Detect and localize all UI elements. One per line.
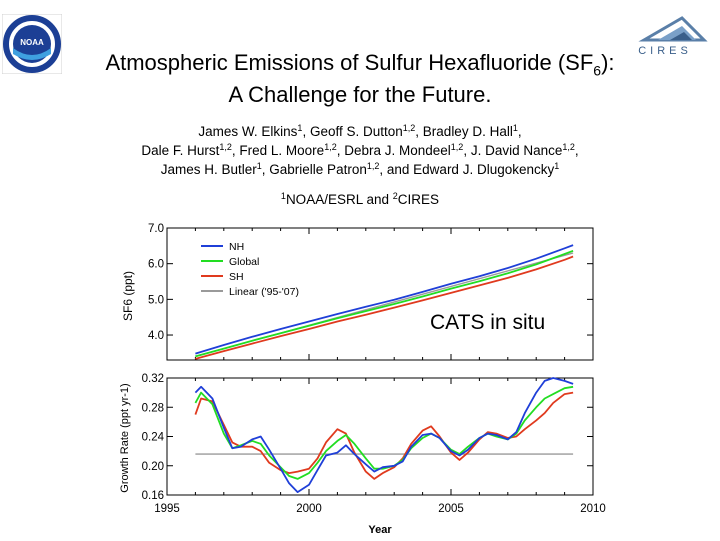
x-tick-label: 1995 — [154, 503, 180, 515]
author-name: J. David Nance — [470, 143, 563, 158]
x-axis-label: Year — [368, 524, 392, 536]
title-text: Atmospheric Emissions of Sulfur Hexafluo… — [105, 50, 594, 75]
author-affiliation: 1 — [554, 161, 560, 171]
top-series-nh-line — [195, 244, 574, 355]
author-affiliation: 1,2 — [450, 142, 464, 152]
author-name: James H. Butler — [160, 162, 257, 177]
bottom-y-tick-label: 0.24 — [142, 432, 165, 444]
top-y-tick-label: 7.0 — [148, 223, 164, 235]
bottom-panel-frame — [166, 377, 594, 496]
top-y-tick-label: 5.0 — [148, 294, 164, 306]
bottom-panel-y-ticks: 0.16 0.20 0.24 0.28 0.32 — [142, 373, 593, 502]
title-subscript: 6 — [593, 62, 602, 79]
author-affiliation: 1,2 — [562, 142, 575, 152]
cires-logo: CIRES — [638, 16, 708, 57]
page-subtitle: A Challenge for the Future. — [228, 82, 492, 107]
bottom-y-tick-label: 0.28 — [142, 402, 164, 414]
bottom-y-tick-label: 0.20 — [142, 461, 164, 473]
top-panel-frame — [166, 227, 594, 361]
and-word: and — [386, 162, 410, 177]
author-name: Fred L. Moore — [239, 143, 325, 158]
chart-figure: 4.0 5.0 6.0 7.0 NH Global SH Linear ('95-'0… — [119, 223, 606, 536]
affiliation-number-1: 1 — [280, 191, 286, 201]
top-panel-y-label: SF6 (ppt) — [121, 271, 135, 321]
authors-line-2: Dale F. Hurst1,2, Fred L. Moore1,2, Debr… — [141, 142, 579, 159]
bottom-series-nh-line — [194, 377, 574, 493]
top-series-sh-line — [195, 255, 574, 360]
affiliation-number-2: 2 — [392, 191, 398, 201]
page-title: Atmospheric Emissions of Sulfur Hexafluo… — [0, 50, 720, 79]
authors-line-3: James H. Butler1, Gabrielle Patron1,2, a… — [160, 161, 560, 178]
affiliations: 1NOAA/ESRL and 2CIRES — [0, 191, 720, 208]
author-affiliation: 1 — [256, 161, 262, 171]
x-tick-label: 2005 — [438, 503, 464, 515]
author-name: Gabrielle Patron — [269, 162, 367, 177]
author-affiliation: 1,2 — [219, 142, 232, 152]
author-name: Bradley D. Hall — [422, 124, 513, 139]
legend-label-linear: Linear ('95-'07) — [229, 286, 299, 298]
bottom-series-sh-line — [194, 391, 574, 480]
author-affiliation: 1 — [297, 123, 303, 133]
sf6-mixing-ratio-panel: 4.0 5.0 6.0 7.0 NH Global SH Linear ('95-'0… — [121, 223, 594, 361]
bottom-y-tick-label: 0.16 — [142, 490, 164, 502]
noaa-logo: NOAA — [2, 14, 62, 74]
author-name: Debra J. Mondeel — [344, 143, 451, 158]
legend-label-global: Global — [229, 256, 259, 268]
author-affiliation: 1,2 — [324, 142, 337, 152]
bottom-y-tick-label: 0.32 — [142, 373, 164, 385]
author-name: Edward J. Dlugokencky — [413, 162, 555, 177]
x-tick-label: 2010 — [580, 503, 606, 515]
x-tick-label: 2000 — [296, 503, 322, 515]
top-panel-y-ticks: 4.0 5.0 6.0 7.0 — [148, 223, 594, 360]
author-name: Geoff S. Dutton — [309, 124, 403, 139]
noaa-logo-text: NOAA — [20, 38, 44, 47]
top-series-global-line — [195, 249, 574, 358]
growth-rate-panel: 0.16 0.20 0.24 0.28 0.32 1995 2000 2005 2010 Gr… — [119, 373, 606, 536]
affiliation-org-1: NOAA/ESRL — [285, 192, 363, 207]
legend-label-nh: NH — [229, 241, 244, 253]
top-panel-series — [195, 244, 574, 360]
cires-logo-text: CIRES — [638, 45, 692, 57]
top-y-tick-label: 4.0 — [148, 330, 164, 342]
title-suffix: ): — [601, 50, 615, 75]
bottom-panel-y-label: Growth Rate (ppt yr-1) — [119, 383, 131, 492]
cats-in-situ-annotation: CATS in situ — [430, 311, 546, 334]
bottom-panel-series — [194, 377, 574, 493]
author-affiliation: 1,2 — [366, 161, 380, 171]
author-affiliation: 1 — [512, 123, 518, 133]
affiliation-org-2: CIRES — [397, 192, 440, 207]
author-name: Dale F. Hurst — [141, 143, 220, 158]
x-axis-ticks: 1995 2000 2005 2010 — [154, 378, 606, 515]
legend-label-sh: SH — [229, 271, 244, 283]
legend: NH Global SH Linear ('95-'07) — [201, 241, 299, 298]
top-y-tick-label: 6.0 — [148, 259, 164, 271]
authors-line-1: James W. Elkins1, Geoff S. Dutton1,2, Br… — [198, 123, 522, 140]
author-name: James W. Elkins — [198, 124, 298, 139]
author-affiliation: 1,2 — [402, 123, 416, 133]
affiliation-and: and — [366, 192, 390, 207]
